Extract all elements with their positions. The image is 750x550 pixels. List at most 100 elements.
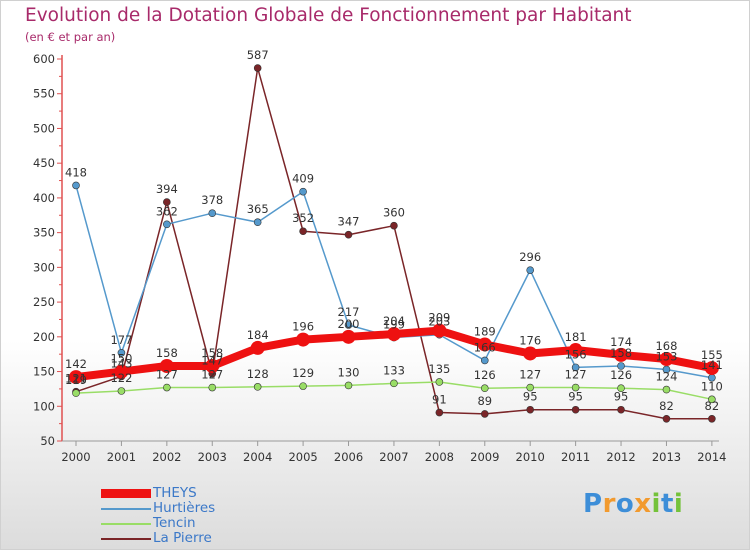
data-label-la-pierre: 352: [292, 211, 314, 225]
data-point-tencin: [390, 379, 398, 388]
data-label-theys: 200: [338, 317, 360, 331]
data-label-theys: 158: [156, 346, 178, 360]
data-point-tencin: [435, 378, 444, 386]
data-point-tencin: [117, 387, 126, 395]
data-label-tencin: 127: [201, 368, 223, 382]
y-tick-label: 550: [33, 87, 55, 101]
data-label-tencin: 127: [156, 368, 178, 382]
data-label-la-pierre: 347: [338, 215, 360, 229]
data-point-la-pierre: [617, 405, 625, 414]
data-point-theys: [704, 361, 719, 376]
legend-item-hurtieres: Hurtières: [101, 500, 301, 516]
x-tick-label: 2005: [288, 450, 317, 464]
data-label-theys: 189: [474, 324, 496, 338]
data-label-hurtieres: 203: [428, 315, 450, 329]
data-point-theys: [432, 323, 447, 338]
data-label-tencin: 110: [701, 379, 723, 393]
data-point-tencin: [72, 389, 80, 397]
data-label-tencin: 130: [338, 365, 360, 379]
logo-letter: x: [634, 489, 652, 519]
data-label-tencin: 126: [474, 368, 496, 382]
data-label-theys: 196: [292, 320, 314, 334]
data-label-tencin: 128: [247, 367, 269, 381]
x-tick-label: 2014: [697, 450, 726, 464]
data-label-la-pierre: 360: [383, 206, 405, 220]
legend-item-la-pierre: La Pierre: [101, 530, 301, 546]
legend-label-la-pierre: La Pierre: [153, 530, 212, 546]
data-point-hurtieres: [163, 220, 171, 229]
data-label-la-pierre: 91: [432, 393, 447, 407]
data-label-theys: 184: [247, 328, 269, 342]
data-label-la-pierre: 394: [156, 182, 178, 196]
logo-letter: t: [660, 489, 674, 519]
x-tick-label: 2006: [334, 450, 363, 464]
data-point-la-pierre: [390, 221, 398, 230]
data-label-theys: 168: [655, 339, 677, 353]
data-point-hurtieres: [208, 209, 217, 217]
data-point-la-pierre: [526, 405, 535, 414]
y-tick-label: 400: [33, 191, 55, 205]
x-tick-label: 2000: [61, 450, 90, 464]
data-point-tencin: [299, 382, 307, 390]
data-label-hurtieres: 166: [474, 340, 496, 354]
x-tick-label: 2012: [606, 450, 635, 464]
data-label-tencin: 127: [519, 368, 541, 382]
data-label-hurtieres: 217: [338, 305, 360, 319]
logo-letter: r: [602, 489, 616, 519]
legend: THEYS Hurtières Tencin La Pierre: [101, 485, 301, 546]
data-label-tencin: 126: [610, 368, 632, 382]
legend-item-theys: THEYS: [101, 485, 301, 501]
legend-label-tencin: Tencin: [153, 515, 196, 531]
data-point-theys: [341, 329, 356, 344]
data-point-tencin: [480, 384, 489, 393]
x-tick-label: 2013: [652, 450, 681, 464]
data-label-tencin: 133: [383, 363, 405, 377]
x-tick-label: 2003: [198, 450, 227, 464]
data-point-hurtieres: [526, 266, 535, 274]
data-label-la-pierre: 95: [523, 390, 538, 404]
data-point-la-pierre: [480, 410, 489, 418]
y-tick-label: 500: [33, 121, 55, 135]
y-tick-label: 100: [33, 399, 55, 413]
data-point-theys: [386, 327, 401, 342]
data-point-tencin: [208, 383, 217, 392]
data-label-theys: 204: [383, 314, 405, 328]
data-label-tencin: 124: [655, 370, 677, 384]
data-point-tencin: [253, 383, 262, 391]
data-label-hurtieres: 296: [519, 250, 541, 264]
logo-letter: P: [583, 489, 603, 519]
data-point-hurtieres: [480, 356, 489, 365]
logo-letter: i: [651, 489, 661, 519]
y-tick-label: 450: [33, 156, 55, 170]
data-label-tencin: 135: [428, 362, 450, 376]
legend-label-hurtieres: Hurtières: [153, 500, 216, 516]
data-point-la-pierre: [708, 414, 716, 423]
data-label-tencin: 127: [565, 368, 587, 382]
y-tick-label: 350: [33, 226, 55, 240]
data-point-tencin: [571, 383, 580, 392]
data-label-theys: 209: [428, 311, 450, 325]
x-tick-label: 2007: [379, 450, 408, 464]
y-tick-label: 600: [33, 52, 55, 66]
x-tick-label: 2002: [152, 450, 181, 464]
data-point-la-pierre: [253, 64, 262, 72]
data-point-tencin: [662, 385, 671, 394]
data-point-theys: [568, 343, 583, 358]
data-label-hurtieres: 409: [292, 172, 314, 186]
y-tick-label: 150: [33, 365, 55, 379]
data-point-theys: [477, 337, 492, 352]
data-point-tencin: [617, 384, 625, 393]
data-label-tencin: 119: [65, 373, 87, 387]
data-point-theys: [523, 346, 538, 361]
data-label-hurtieres: 156: [565, 347, 587, 361]
data-label-hurtieres: 362: [156, 204, 178, 218]
logo-letter: o: [615, 489, 635, 519]
data-point-la-pierre: [435, 408, 444, 417]
data-label-theys: 158: [201, 346, 223, 360]
data-label-hurtieres: 158: [610, 346, 632, 360]
data-label-la-pierre: 89: [477, 394, 492, 408]
data-point-tencin: [526, 383, 535, 392]
y-tick-label: 250: [33, 295, 55, 309]
